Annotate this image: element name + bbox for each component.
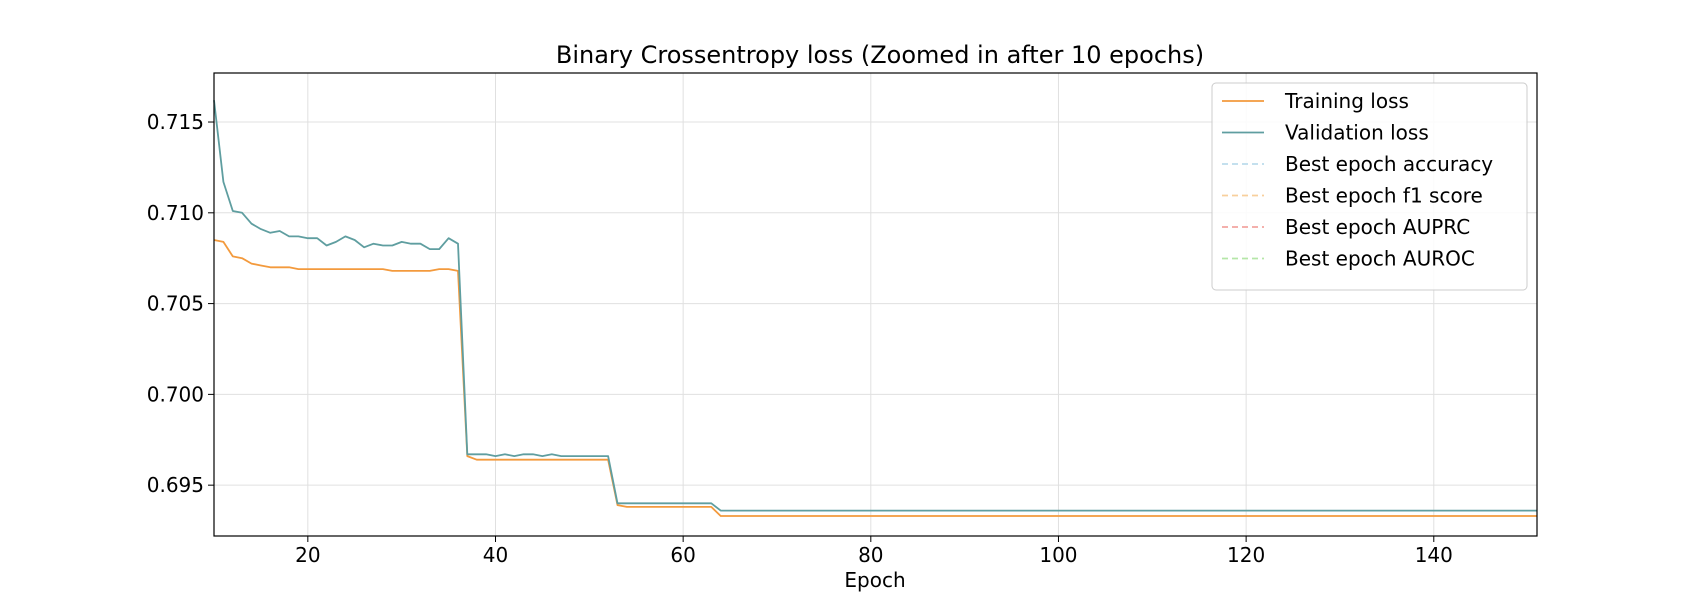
legend-label: Best epoch accuracy (1285, 152, 1493, 176)
series-line-training-loss (213, 239, 1537, 517)
legend-label: Best epoch f1 score (1285, 184, 1483, 208)
legend-label: Best epoch AUPRC (1285, 215, 1470, 239)
y-tick-label: 0.710 (147, 201, 204, 225)
series-line-validation-loss (213, 100, 1537, 512)
x-tick-label: 100 (1039, 543, 1077, 567)
x-tick-label: 40 (483, 543, 508, 567)
legend-box (1211, 82, 1528, 291)
series-lines (213, 100, 1537, 517)
y-tick-label: 0.715 (147, 110, 204, 134)
x-tick-label: 80 (858, 543, 883, 567)
y-tick-label: 0.705 (147, 292, 204, 316)
legend-label: Best epoch AUROC (1285, 247, 1475, 271)
plot-frame (213, 72, 1538, 537)
x-tick-label: 140 (1415, 543, 1453, 567)
legend-label: Training loss (1284, 89, 1409, 113)
x-tick-label: 20 (295, 543, 320, 567)
y-tick-label: 0.700 (147, 382, 204, 406)
legend: Training loss Validation loss Best epoch a… (1211, 82, 1528, 291)
chart-title: Binary Crossentropy loss (Zoomed in afte… (556, 41, 1204, 69)
legend-label: Validation loss (1285, 121, 1429, 145)
y-axis-ticks: 0.695 0.700 0.705 0.710 0.715 (147, 110, 214, 497)
x-axis-ticks: 20 40 60 80 100 120 140 (295, 536, 1453, 567)
x-axis-label: Epoch (844, 568, 905, 592)
x-tick-label: 60 (670, 543, 695, 567)
y-tick-label: 0.695 (147, 473, 204, 497)
x-tick-label: 120 (1227, 543, 1265, 567)
